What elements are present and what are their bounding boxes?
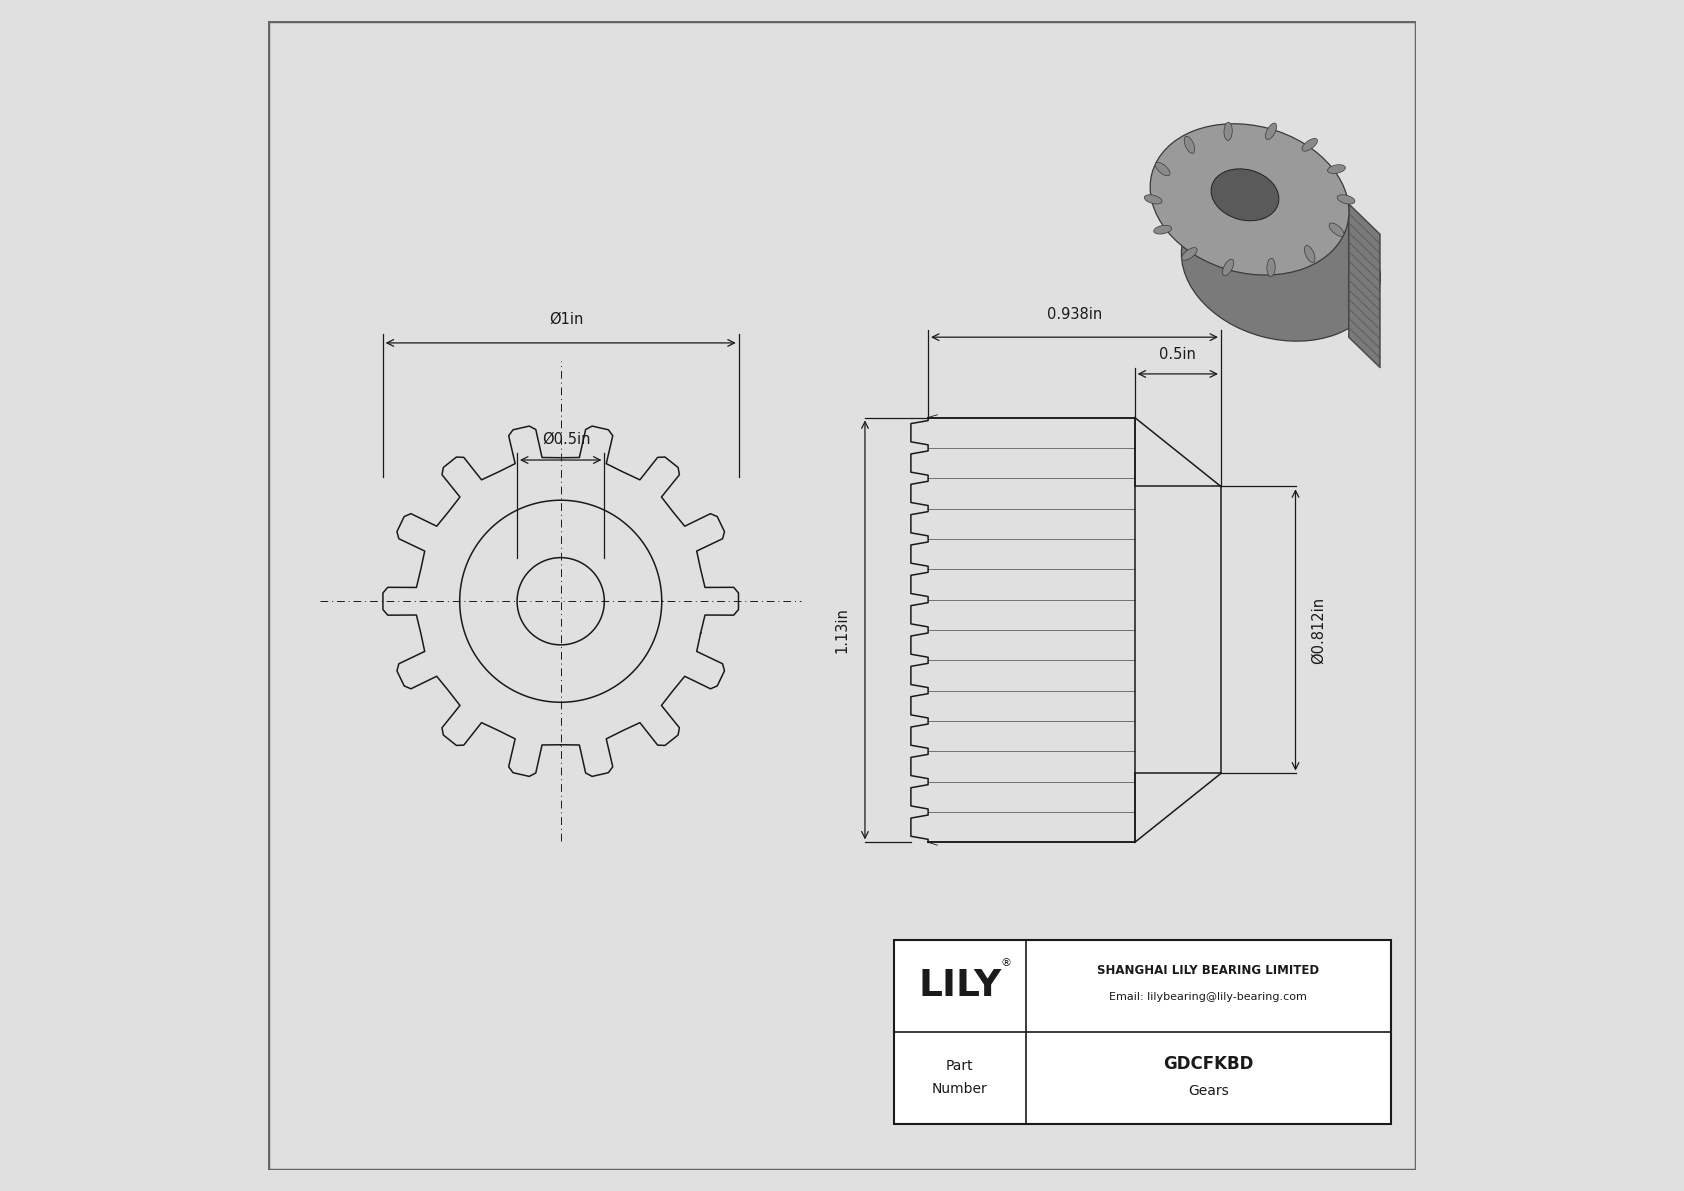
Text: Ø1in: Ø1in [549,312,584,326]
Text: GDCFKBD: GDCFKBD [1164,1055,1253,1073]
Ellipse shape [1223,260,1234,276]
Text: 0.5in: 0.5in [1159,348,1196,362]
Ellipse shape [1145,195,1162,204]
Ellipse shape [1150,124,1349,275]
Ellipse shape [1327,164,1346,174]
Text: SHANGHAI LILY BEARING LIMITED: SHANGHAI LILY BEARING LIMITED [1098,965,1319,978]
Ellipse shape [1155,162,1170,176]
Text: LILY: LILY [918,968,1002,1004]
Ellipse shape [1302,138,1317,151]
Text: Gears: Gears [1187,1085,1229,1098]
Ellipse shape [1211,169,1278,220]
Ellipse shape [1266,258,1275,276]
Text: Ø0.812in: Ø0.812in [1310,597,1325,663]
Text: ®: ® [1000,958,1010,968]
Ellipse shape [1337,195,1356,204]
Ellipse shape [1329,223,1344,236]
Ellipse shape [1305,245,1315,262]
Ellipse shape [1182,189,1381,341]
Ellipse shape [1265,123,1276,139]
Text: 0.938in: 0.938in [1047,307,1101,323]
Ellipse shape [1184,136,1194,154]
Bar [894,940,1391,1123]
Text: Part
Number: Part Number [931,1059,987,1096]
Ellipse shape [1182,248,1197,261]
Text: Ø0.5in: Ø0.5in [542,431,591,447]
Text: Email: lilybearing@lily-bearing.com: Email: lilybearing@lily-bearing.com [1110,992,1307,1003]
Ellipse shape [1154,225,1172,235]
Text: 1.13in: 1.13in [835,607,849,653]
Ellipse shape [1224,123,1233,141]
Polygon shape [1349,204,1379,368]
